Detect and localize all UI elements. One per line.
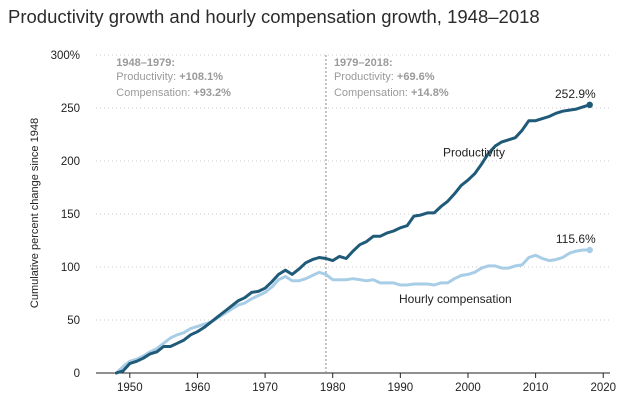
y-axis: 0 50 100 150 200 250 300% — [51, 50, 80, 380]
productivity-note-value: +108.1% — [179, 71, 223, 83]
compensation-end-label: 115.6% — [556, 232, 596, 246]
y-tick-label: 0 — [74, 368, 80, 380]
x-tick-label: 2020 — [590, 382, 616, 394]
period-heading: 1979–2018: — [334, 57, 393, 69]
y-tick-label: 200 — [61, 156, 80, 168]
series-labels: 115.6% 252.9% Productivity Hourly compensat… — [399, 87, 596, 306]
period-compensation-note: Compensation: +14.8% — [334, 87, 449, 99]
period-compensation-note: Compensation: +93.2% — [116, 87, 231, 99]
x-tick-label: 1990 — [388, 382, 414, 394]
y-tick-label: 100 — [61, 262, 80, 274]
productivity-end-label: 252.9% — [555, 87, 596, 101]
compensation-note-value: +14.8% — [411, 87, 449, 99]
x-tick-label: 1960 — [185, 382, 211, 394]
compensation-series-label: Hourly compensation — [399, 292, 512, 306]
compensation-note-value: +93.2% — [193, 87, 231, 99]
x-tick-label: 1980 — [320, 382, 346, 394]
productivity-line — [114, 103, 592, 375]
productivity-note-label: Productivity: — [116, 71, 179, 83]
period-notes: 1948–1979: Productivity: +108.1% Compensat… — [116, 57, 449, 99]
series-lines — [114, 101, 593, 375]
chart-title: Productivity growth and hourly compensat… — [8, 6, 540, 27]
y-axis-label: Cumulative percent change since 1948 — [29, 118, 41, 308]
x-axis: 1950 1960 1970 1980 1990 2000 2010 2020 — [117, 373, 616, 394]
x-tick-label: 2010 — [523, 382, 549, 394]
y-tick-label: 300% — [51, 50, 80, 62]
gridlines — [96, 54, 610, 374]
compensation-end-point — [586, 246, 593, 254]
y-tick-label: 250 — [61, 103, 80, 115]
period-productivity-note: Productivity: +108.1% — [116, 71, 223, 83]
period-heading: 1948–1979: — [116, 57, 175, 69]
y-tick-label: 50 — [67, 315, 80, 327]
productivity-note-value: +69.6% — [397, 71, 435, 83]
x-tick-label: 1970 — [252, 382, 278, 394]
x-tick-label: 1950 — [117, 382, 143, 394]
hourly-compensation-line — [114, 248, 592, 375]
x-tick-label: 2000 — [455, 382, 481, 394]
period-productivity-note: Productivity: +69.6% — [334, 71, 435, 83]
compensation-note-label: Compensation: — [116, 87, 193, 99]
y-tick-label: 150 — [61, 209, 80, 221]
productivity-end-point — [586, 101, 593, 109]
compensation-note-label: Compensation: — [334, 87, 411, 99]
productivity-series-label: Productivity — [443, 146, 505, 160]
productivity-note-label: Productivity: — [334, 71, 397, 83]
